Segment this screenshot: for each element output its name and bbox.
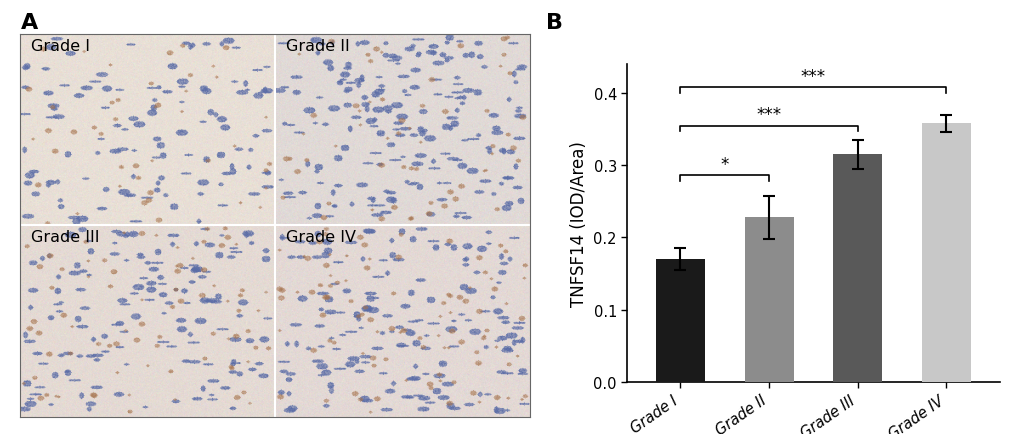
Text: *: * (719, 156, 729, 174)
Text: B: B (545, 13, 562, 33)
Bar (744, 218, 793, 382)
Text: Grade II: Grade II (285, 39, 348, 53)
Text: ***: *** (756, 106, 781, 124)
Bar (833, 155, 881, 382)
Y-axis label: TNFSF14 (IOD/Area): TNFSF14 (IOD/Area) (570, 141, 587, 306)
Bar (921, 124, 970, 382)
Text: Grade I: Grade I (31, 39, 90, 53)
Text: Grade III: Grade III (31, 230, 99, 244)
Text: ***: *** (800, 68, 825, 86)
Text: Grade IV: Grade IV (285, 230, 356, 244)
Bar (655, 260, 704, 382)
Text: A: A (20, 13, 38, 33)
